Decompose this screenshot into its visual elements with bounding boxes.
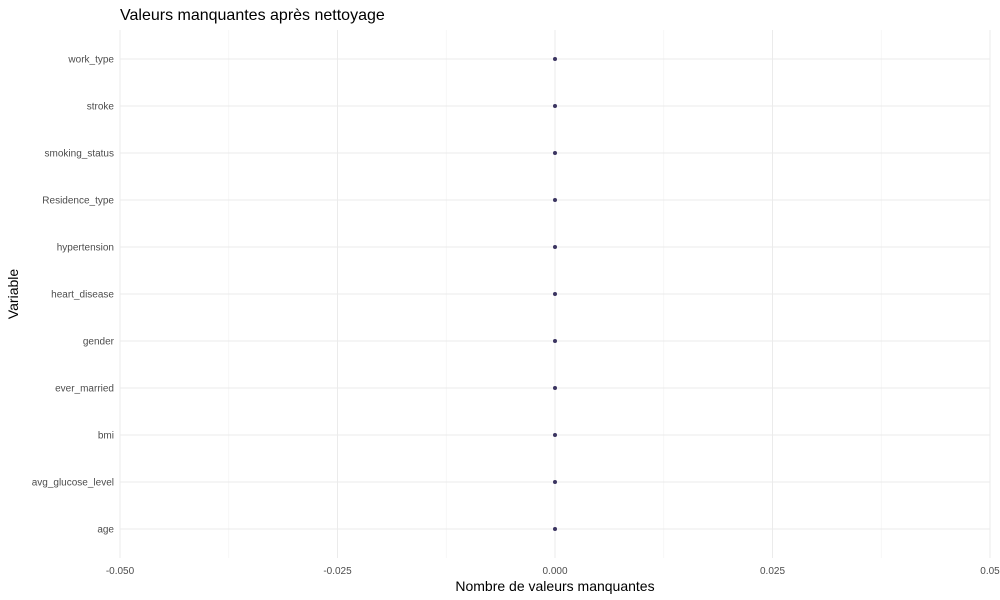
- y-tick-label: ever_married: [55, 384, 114, 395]
- x-tick-label: 0.025: [760, 566, 785, 577]
- data-point: [553, 339, 557, 343]
- y-tick-label: bmi: [98, 431, 114, 442]
- data-point: [553, 245, 557, 249]
- y-tick-label: work_type: [67, 55, 114, 66]
- data-point: [553, 527, 557, 531]
- y-tick-label: hypertension: [57, 243, 114, 254]
- x-tick-label: 0.000: [542, 566, 567, 577]
- y-tick-label: Residence_type: [42, 196, 114, 207]
- y-tick-label: heart_disease: [51, 290, 114, 301]
- data-point: [553, 104, 557, 108]
- x-axis-title: Nombre de valeurs manquantes: [455, 578, 654, 594]
- data-points: [553, 57, 557, 531]
- y-tick-label: smoking_status: [45, 149, 114, 160]
- x-axis-ticks: -0.050 -0.025 0.000 0.025 0.05: [106, 566, 1000, 577]
- data-point: [553, 480, 557, 484]
- data-point: [553, 433, 557, 437]
- x-tick-label: -0.025: [323, 566, 352, 577]
- x-tick-label: -0.050: [106, 566, 135, 577]
- data-point: [553, 151, 557, 155]
- data-point: [553, 386, 557, 390]
- data-point: [553, 198, 557, 202]
- data-point: [553, 57, 557, 61]
- data-point: [553, 292, 557, 296]
- y-axis-title: Variable: [5, 269, 21, 320]
- y-tick-label: age: [97, 525, 114, 536]
- x-tick-label: 0.05: [980, 566, 1000, 577]
- y-tick-label: stroke: [87, 102, 115, 113]
- y-tick-label: gender: [83, 337, 115, 348]
- y-tick-label: avg_glucose_level: [32, 478, 114, 489]
- y-axis-ticks: age avg_glucose_level bmi ever_married gende…: [32, 55, 115, 536]
- chart-title: Valeurs manquantes après nettoyage: [120, 7, 385, 24]
